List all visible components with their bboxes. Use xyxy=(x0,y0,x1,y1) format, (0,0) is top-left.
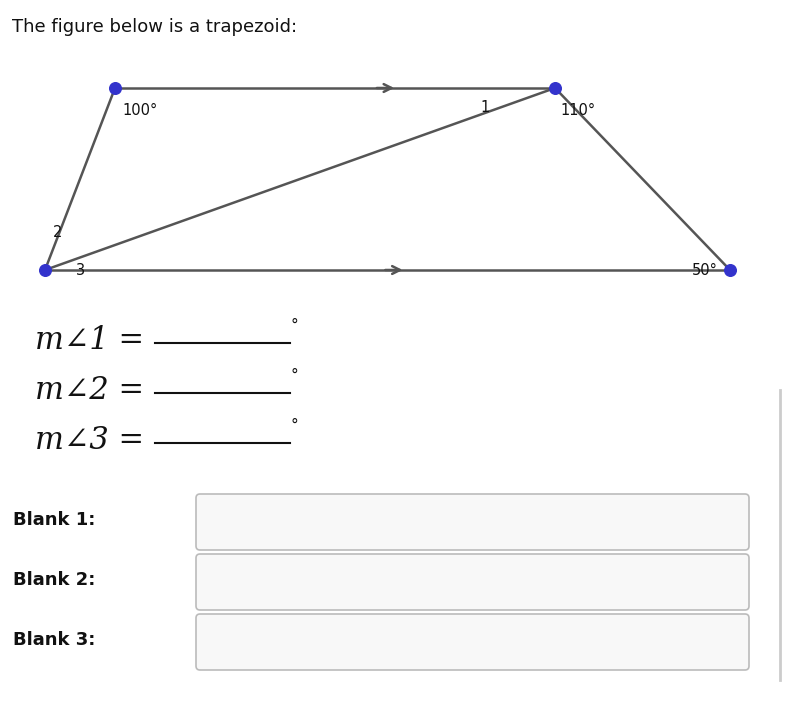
Text: 1: 1 xyxy=(480,100,490,115)
Text: °: ° xyxy=(290,418,298,433)
Point xyxy=(723,264,736,275)
Text: °: ° xyxy=(290,368,298,383)
Text: m∠2 =: m∠2 = xyxy=(35,375,144,406)
FancyBboxPatch shape xyxy=(196,554,749,610)
Text: m∠3 =: m∠3 = xyxy=(35,425,144,456)
Text: 2: 2 xyxy=(53,225,62,240)
Point xyxy=(109,82,122,94)
Text: The figure below is a trapezoid:: The figure below is a trapezoid: xyxy=(12,18,297,36)
Text: Blank 1:: Blank 1: xyxy=(13,511,95,529)
Text: 110°: 110° xyxy=(560,103,595,118)
Text: 50°: 50° xyxy=(692,263,718,278)
Text: °: ° xyxy=(290,318,298,333)
Point xyxy=(38,264,51,275)
Point xyxy=(549,82,562,94)
Text: Blank 3:: Blank 3: xyxy=(13,631,95,649)
FancyBboxPatch shape xyxy=(196,494,749,550)
Text: 100°: 100° xyxy=(122,103,158,118)
Text: 3: 3 xyxy=(76,263,85,278)
FancyBboxPatch shape xyxy=(196,614,749,670)
Text: m∠1 =: m∠1 = xyxy=(35,325,144,356)
Text: Blank 2:: Blank 2: xyxy=(13,571,95,589)
